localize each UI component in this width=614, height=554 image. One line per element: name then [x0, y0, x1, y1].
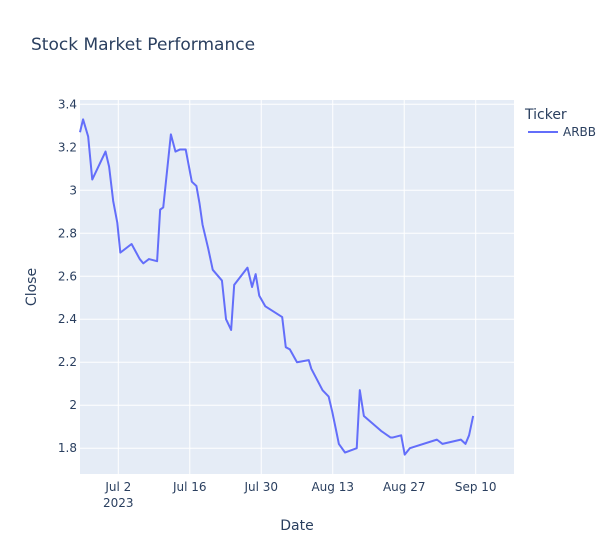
y-tick-label: 3.2 [58, 140, 77, 154]
x-tick-label: Aug 13 [311, 480, 354, 494]
x-tick-label: Jul 2 2023 [103, 480, 134, 510]
y-axis-title: Close [24, 268, 40, 306]
y-tick-label: 3.4 [58, 97, 77, 111]
x-axis-title: Date [280, 518, 313, 534]
chart-title: Stock Market Performance [31, 35, 255, 55]
y-tick-labels: 1.8 2 2.2 2.4 2.6 2.8 3 3.2 3.4 [58, 97, 77, 455]
y-tick-label: 1.8 [58, 441, 77, 455]
legend-label-arbb[interactable]: ARBB [563, 125, 596, 139]
y-tick-label: 2.4 [58, 312, 77, 326]
series-line-arbb[interactable] [79, 118, 475, 456]
y-tick-label: 2.6 [58, 269, 77, 283]
x-tick-label: Jul 30 [243, 480, 278, 494]
y-tick-label: 2.2 [58, 355, 77, 369]
legend-title: Ticker [524, 107, 567, 123]
y-gridlines [80, 103, 514, 449]
x-tick-label: Aug 27 [383, 480, 426, 494]
x-tick-labels: Jul 2 2023 Jul 16 Jul 30 Aug 13 Aug 27 Sep 10 [103, 480, 497, 510]
y-tick-label: 2 [69, 398, 77, 412]
x-tick-label: Sep 10 [455, 480, 497, 494]
x-tick-label: Jul 16 [172, 480, 207, 494]
y-tick-label: 2.8 [58, 226, 77, 240]
y-tick-label: 3 [69, 183, 77, 197]
series-layer [79, 118, 475, 456]
legend[interactable]: Ticker ARBB [524, 107, 596, 139]
plot-background [80, 100, 514, 474]
